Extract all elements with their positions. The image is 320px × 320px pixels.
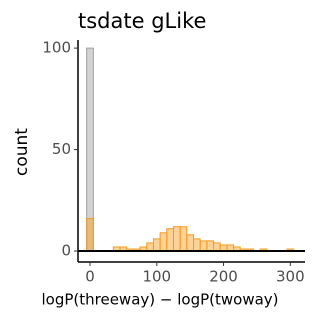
histogram-bar xyxy=(146,242,154,252)
histogram-bar xyxy=(199,240,208,252)
histogram-bar xyxy=(213,242,221,252)
histogram-bar xyxy=(186,234,195,252)
y-tick-label: 100 xyxy=(42,39,71,57)
histogram-bar xyxy=(166,228,174,252)
y-tick-label: 50 xyxy=(52,140,71,158)
x-tick-label: 0 xyxy=(85,268,95,286)
histogram-bar xyxy=(193,238,201,252)
x-tick-label: 300 xyxy=(276,268,305,286)
histogram-bar xyxy=(152,238,161,252)
x-tick-label: 200 xyxy=(209,268,238,286)
x-tick-label: 100 xyxy=(142,268,171,286)
histogram-bar xyxy=(206,240,215,252)
y-tick-label: 0 xyxy=(61,242,71,260)
chart-title: tsdate gLike xyxy=(78,9,206,33)
histogram-bar xyxy=(172,226,181,252)
y-axis-label: count xyxy=(12,128,32,176)
histogram-bar xyxy=(86,218,94,252)
histogram-bar xyxy=(179,226,188,252)
histogram-bar xyxy=(159,232,168,252)
x-axis-label: logP(threeway) − logP(twoway) xyxy=(41,291,278,309)
